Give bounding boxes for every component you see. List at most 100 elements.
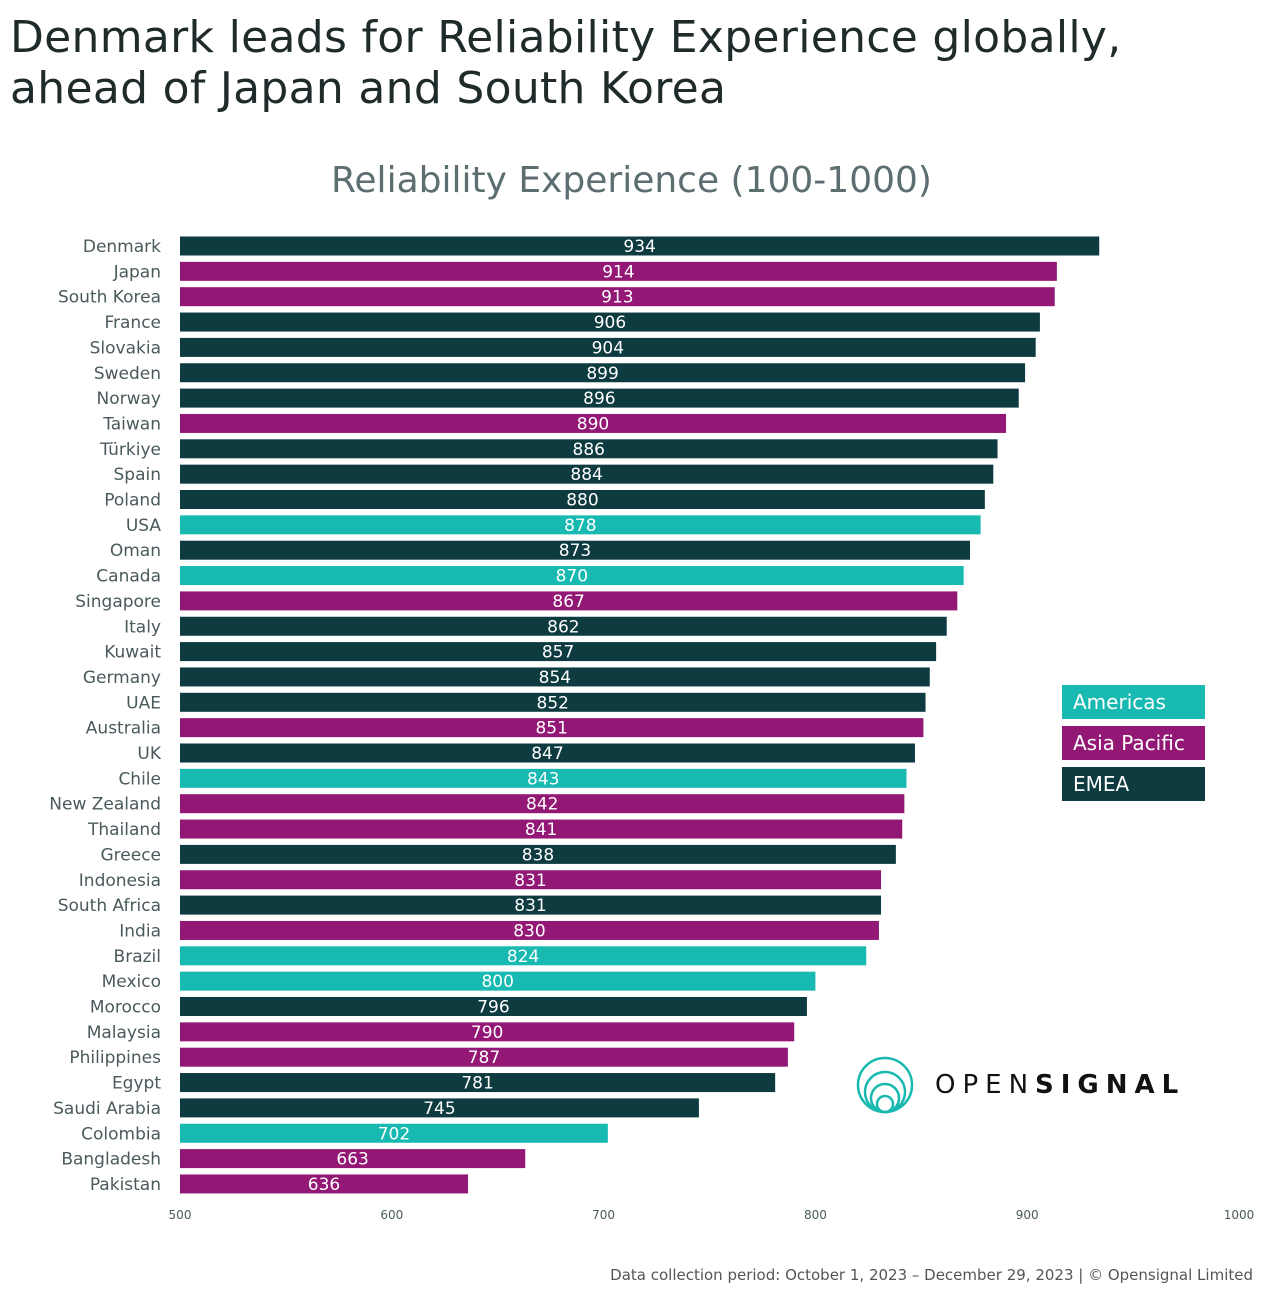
opensignal-logo: OPENSIGNAL: [855, 1055, 1185, 1115]
category-label-bangladesh: Bangladesh: [61, 1150, 161, 1170]
bar-slovakia: [180, 337, 1036, 357]
category-label-greece: Greece: [100, 845, 161, 865]
category-label-colombia: Colombia: [81, 1124, 161, 1144]
category-label-uk: UK: [137, 744, 161, 764]
value-label-egypt: 781: [461, 1074, 493, 1094]
bar-south-korea: [180, 287, 1055, 307]
value-label-sweden: 899: [586, 364, 618, 384]
bar-new-zealand: [180, 794, 905, 814]
x-tick-label: 900: [1016, 1208, 1039, 1222]
value-label-taiwan: 890: [577, 414, 609, 434]
value-label-australia: 851: [535, 719, 567, 739]
category-label-italy: Italy: [124, 617, 161, 637]
category-label-south-africa: South Africa: [58, 896, 161, 916]
value-label-uae: 852: [537, 693, 569, 713]
value-label-south-africa: 831: [514, 896, 546, 916]
bar-kuwait: [180, 642, 937, 662]
bar-germany: [180, 667, 930, 687]
value-label-poland: 880: [566, 491, 598, 511]
category-label-kuwait: Kuwait: [104, 643, 161, 663]
value-label-new-zealand: 842: [526, 795, 558, 815]
value-label-canada: 870: [556, 567, 588, 587]
title-line-1: Denmark leads for Reliability Experience…: [10, 12, 1122, 63]
category-label-japan: Japan: [113, 262, 161, 282]
category-label-slovakia: Slovakia: [90, 338, 161, 358]
category-label-poland: Poland: [104, 491, 161, 511]
value-label-mexico: 800: [481, 972, 513, 992]
category-label-brazil: Brazil: [114, 947, 161, 967]
category-label-singapore: Singapore: [75, 592, 161, 612]
logo-text-bold: SIGNAL: [1035, 1070, 1186, 1100]
value-label-france: 906: [594, 313, 626, 333]
value-label-italy: 862: [547, 617, 579, 637]
bar-denmark: [180, 236, 1100, 256]
bar-uae: [180, 692, 926, 712]
value-label-japan: 914: [602, 262, 634, 282]
bar-thailand: [180, 819, 903, 839]
bar-poland: [180, 490, 985, 509]
bar-norway: [180, 388, 1019, 408]
bar-chile: [180, 768, 907, 788]
x-tick-label: 800: [804, 1208, 827, 1222]
bar-france: [180, 312, 1040, 332]
category-label-malaysia: Malaysia: [87, 1023, 161, 1043]
value-label-thailand: 841: [525, 820, 557, 840]
bar-japan: [180, 261, 1057, 281]
concentric-circles-icon: [856, 1056, 914, 1114]
bar-bangladesh: [180, 1149, 526, 1169]
bar-saudi-arabia: [180, 1098, 699, 1118]
category-label-morocco: Morocco: [90, 998, 161, 1018]
value-label-germany: 854: [539, 668, 571, 688]
value-label-singapore: 867: [552, 592, 584, 612]
category-label-new-zealand: New Zealand: [49, 795, 161, 815]
bar-pakistan: [180, 1174, 469, 1194]
x-tick-label: 600: [380, 1208, 403, 1222]
bar-italy: [180, 616, 947, 636]
value-label-chile: 843: [527, 769, 559, 789]
legend-asia-pacific: Asia Pacific: [1062, 726, 1205, 760]
bar-south-africa: [180, 895, 882, 915]
category-label-t-rkiye: Türkiye: [99, 440, 161, 460]
bar-spain: [180, 464, 994, 484]
value-label-denmark: 934: [623, 237, 655, 257]
bar-mexico: [180, 971, 816, 991]
chart-title: Reliability Experience (100-1000): [331, 160, 932, 201]
bar-canada: [180, 566, 964, 586]
bar-t-rkiye: [180, 439, 998, 459]
x-tick-label: 700: [592, 1208, 615, 1222]
legend-americas: Americas: [1062, 685, 1205, 719]
bar-australia: [180, 718, 924, 738]
value-label-philippines: 787: [468, 1048, 500, 1068]
value-label-slovakia: 904: [592, 338, 624, 358]
value-label-spain: 884: [570, 465, 602, 485]
value-label-norway: 896: [583, 389, 615, 409]
title-line-2: ahead of Japan and South Korea: [10, 63, 727, 114]
legend-emea: EMEA: [1062, 767, 1205, 801]
bar-brazil: [180, 946, 867, 966]
category-label-philippines: Philippines: [69, 1048, 161, 1068]
value-label-pakistan: 636: [308, 1175, 340, 1195]
value-label-oman: 873: [559, 541, 591, 561]
x-tick-label: 500: [169, 1208, 192, 1222]
bar-oman: [180, 540, 971, 560]
category-label-sweden: Sweden: [94, 364, 161, 384]
bar-greece: [180, 844, 896, 864]
category-label-south-korea: South Korea: [58, 288, 161, 308]
category-label-canada: Canada: [96, 567, 161, 587]
category-label-france: France: [104, 313, 161, 333]
value-label-indonesia: 831: [514, 871, 546, 891]
logo-text: OPENSIGNAL: [935, 1070, 1185, 1100]
value-label-usa: 878: [564, 516, 596, 536]
category-label-taiwan: Taiwan: [102, 414, 161, 434]
bar-indonesia: [180, 870, 882, 890]
page-title: Denmark leads for Reliability Experience…: [10, 12, 1122, 114]
bar-taiwan: [180, 413, 1007, 433]
bar-singapore: [180, 591, 958, 611]
bar-sweden: [180, 363, 1026, 383]
bar-usa: [180, 515, 981, 535]
category-label-australia: Australia: [86, 719, 161, 739]
bar-egypt: [180, 1073, 776, 1093]
x-tick-label: 1000: [1224, 1208, 1255, 1222]
